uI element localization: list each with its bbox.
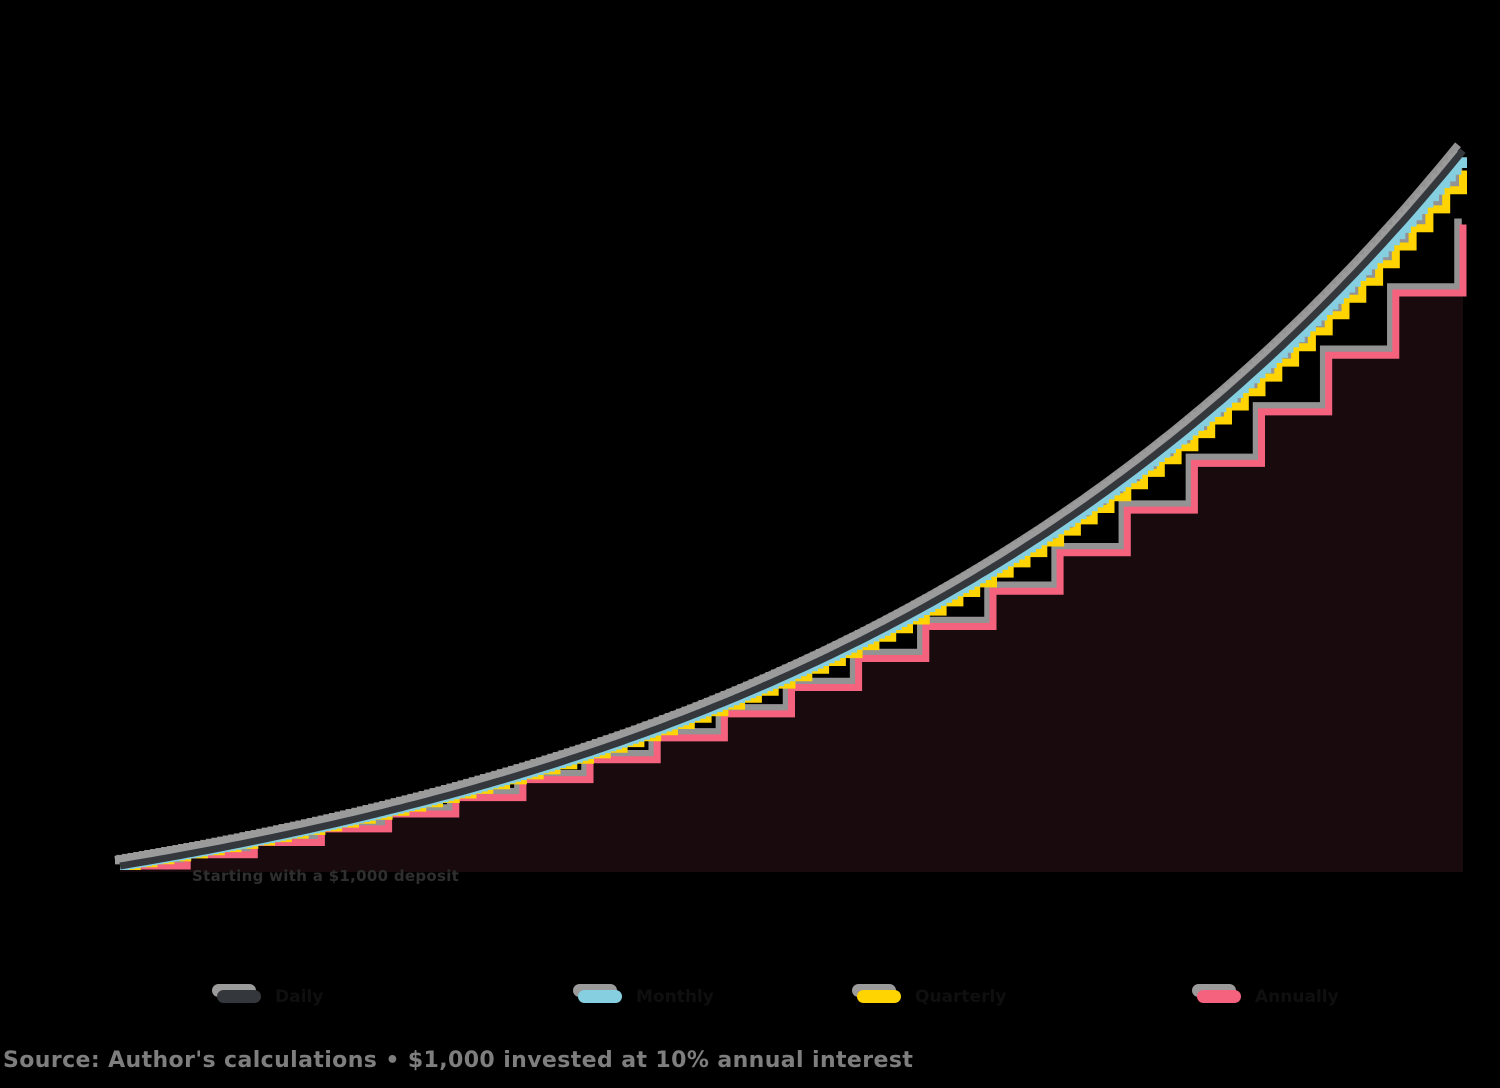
legend-swatch-daily <box>217 990 261 1003</box>
principal-annotation: Starting with a $1,000 deposit <box>192 867 460 885</box>
legend-label-quarterly: Quarterly <box>915 987 1006 1007</box>
legend-item-annually: Annually <box>1192 984 1339 1007</box>
legend-label-daily: Daily <box>275 987 323 1007</box>
legend-swatch-quarterly <box>857 990 901 1003</box>
legend-label-monthly: Monthly <box>636 987 714 1007</box>
area-fill-annually <box>120 224 1463 872</box>
legend-item-daily: Daily <box>212 984 323 1007</box>
legend-item-monthly: Monthly <box>573 984 714 1007</box>
legend-swatch-annually <box>1197 990 1241 1003</box>
source-caption: Source: Author's calculations • $1,000 i… <box>3 1048 914 1073</box>
series-shadow-daily <box>114 142 1461 864</box>
legend-item-quarterly: Quarterly <box>852 984 1006 1007</box>
legend-label-annually: Annually <box>1255 987 1339 1007</box>
legend-swatch-monthly <box>578 990 622 1003</box>
series-line-daily <box>119 148 1466 870</box>
